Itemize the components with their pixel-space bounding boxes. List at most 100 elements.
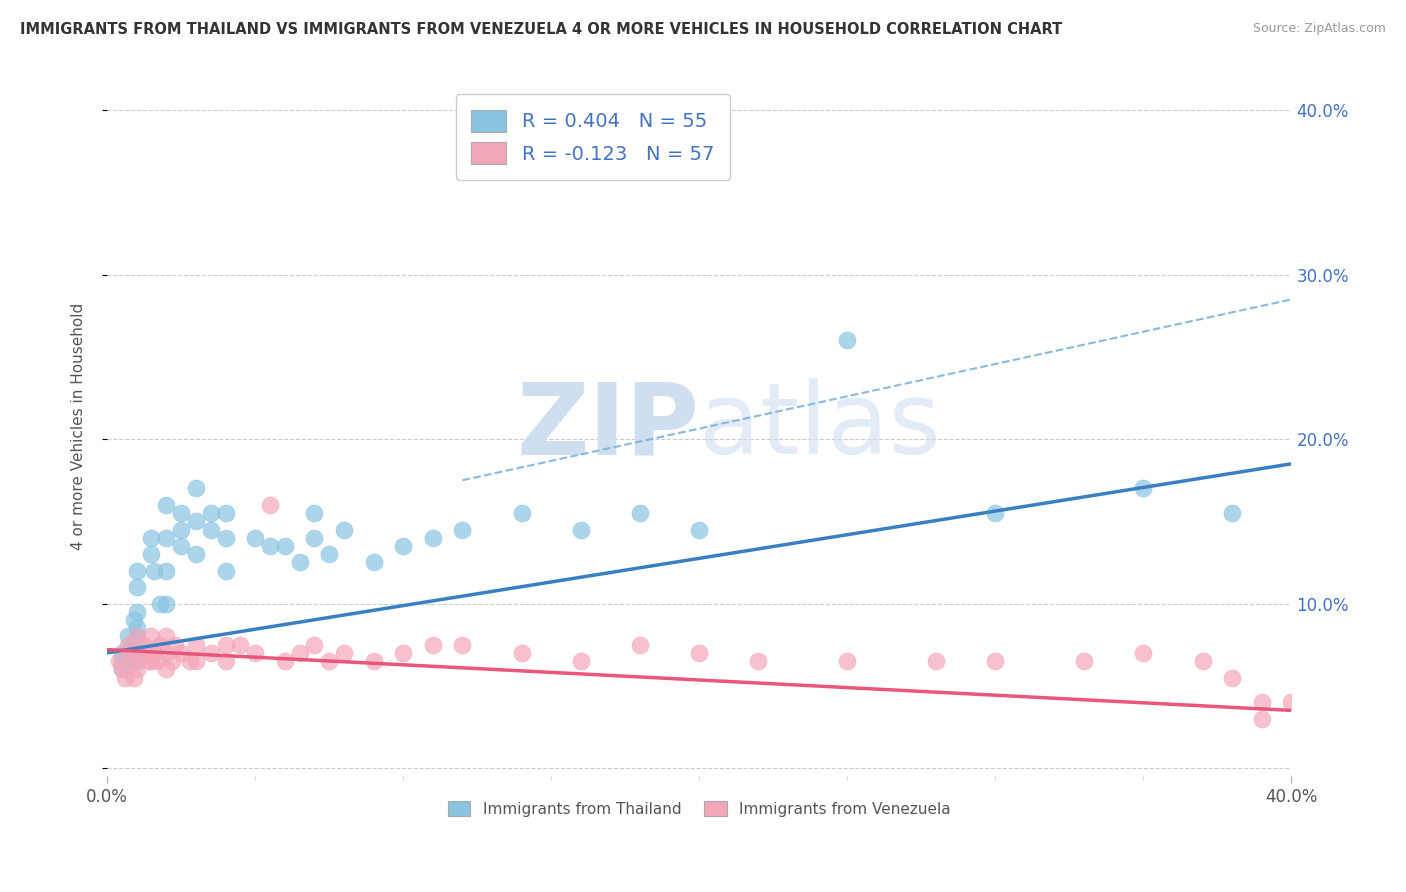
Point [747, 654, 769, 668]
Point [288, 646, 311, 660]
Point [274, 539, 297, 553]
Point [569, 523, 592, 537]
Point [155, 531, 177, 545]
Point [304, 506, 326, 520]
Text: IMMIGRANTS FROM THAILAND VS IMMIGRANTS FROM VENEZUELA 4 OR MORE VEHICLES IN HOUS: IMMIGRANTS FROM THAILAND VS IMMIGRANTS F… [20, 22, 1062, 37]
Point [1250, 712, 1272, 726]
Point [392, 646, 415, 660]
Point [143, 564, 166, 578]
Point [155, 564, 177, 578]
Text: atlas: atlas [699, 378, 941, 475]
Point [392, 539, 415, 553]
Point [184, 654, 207, 668]
Point [146, 654, 169, 668]
Point [125, 605, 148, 619]
Point [125, 646, 148, 660]
Point [243, 646, 266, 660]
Point [200, 523, 222, 537]
Point [155, 646, 177, 660]
Point [155, 662, 177, 676]
Point [141, 547, 163, 561]
Point [122, 646, 145, 660]
Point [111, 662, 134, 676]
Point [984, 654, 1007, 668]
Point [422, 638, 444, 652]
Point [165, 638, 187, 652]
Point [179, 654, 201, 668]
Point [333, 646, 356, 660]
Point [125, 638, 148, 652]
Point [628, 638, 651, 652]
Point [422, 531, 444, 545]
Point [184, 547, 207, 561]
Point [125, 654, 148, 668]
Point [1250, 695, 1272, 709]
Point [363, 654, 385, 668]
Text: Source: ZipAtlas.com: Source: ZipAtlas.com [1253, 22, 1386, 36]
Point [837, 334, 859, 348]
Point [117, 629, 139, 643]
Point [214, 531, 236, 545]
Point [837, 654, 859, 668]
Point [184, 482, 207, 496]
Point [200, 646, 222, 660]
Point [155, 597, 177, 611]
Point [363, 556, 385, 570]
Text: ZIP: ZIP [516, 378, 699, 475]
Point [1220, 671, 1243, 685]
Point [170, 523, 193, 537]
Point [111, 646, 134, 660]
Point [229, 638, 252, 652]
Point [184, 514, 207, 528]
Point [122, 671, 145, 685]
Point [138, 654, 160, 668]
Point [1281, 695, 1303, 709]
Point [170, 506, 193, 520]
Point [143, 646, 166, 660]
Point [451, 638, 474, 652]
Point [141, 531, 163, 545]
Point [214, 506, 236, 520]
Point [120, 646, 142, 660]
Point [125, 564, 148, 578]
Point [214, 654, 236, 668]
Point [1073, 654, 1095, 668]
Point [1132, 482, 1154, 496]
Point [304, 638, 326, 652]
Point [333, 523, 356, 537]
Point [925, 654, 948, 668]
Point [125, 621, 148, 635]
Point [120, 654, 142, 668]
Point [451, 523, 474, 537]
Point [170, 539, 193, 553]
Point [111, 662, 134, 676]
Point [170, 646, 193, 660]
Point [131, 638, 153, 652]
Point [141, 629, 163, 643]
Point [135, 646, 157, 660]
Point [122, 654, 145, 668]
Point [122, 613, 145, 627]
Point [160, 654, 183, 668]
Point [510, 506, 533, 520]
Point [200, 506, 222, 520]
Point [569, 654, 592, 668]
Point [108, 654, 131, 668]
Point [155, 629, 177, 643]
Point [125, 662, 148, 676]
Point [304, 531, 326, 545]
Y-axis label: 4 or more Vehicles in Household: 4 or more Vehicles in Household [72, 303, 86, 550]
Point [125, 629, 148, 643]
Point [214, 564, 236, 578]
Point [288, 556, 311, 570]
Point [318, 547, 340, 561]
Point [125, 629, 148, 643]
Point [688, 523, 710, 537]
Point [117, 638, 139, 652]
Point [125, 646, 148, 660]
Point [141, 654, 163, 668]
Point [1191, 654, 1213, 668]
Point [114, 671, 136, 685]
Point [155, 498, 177, 512]
Point [120, 638, 142, 652]
